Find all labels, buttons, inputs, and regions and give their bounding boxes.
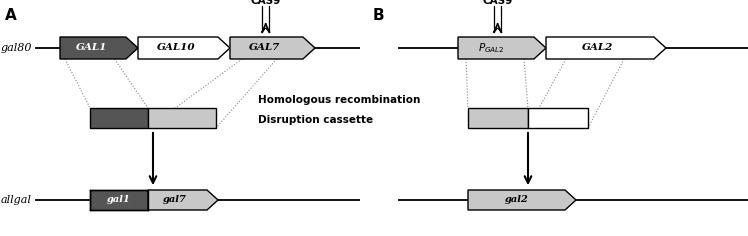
Text: CAS9: CAS9 — [482, 0, 512, 6]
Bar — [148, 108, 216, 128]
Text: GAL10: GAL10 — [157, 43, 196, 52]
Text: GAL2: GAL2 — [582, 43, 613, 52]
Polygon shape — [138, 37, 230, 59]
Text: $\mathit{P}_{GAL2}$: $\mathit{P}_{GAL2}$ — [478, 41, 505, 55]
Text: gal1: gal1 — [107, 195, 131, 205]
Text: Disruption cassette: Disruption cassette — [258, 115, 373, 125]
Text: allgal: allgal — [1, 195, 32, 205]
Text: GAL1: GAL1 — [76, 43, 107, 52]
Text: gal80: gal80 — [1, 43, 32, 53]
Text: gal2: gal2 — [505, 195, 528, 205]
Polygon shape — [148, 190, 218, 210]
Polygon shape — [546, 37, 666, 59]
Polygon shape — [230, 37, 315, 59]
Bar — [90, 108, 148, 128]
Bar — [528, 108, 588, 128]
Bar — [90, 190, 148, 210]
Polygon shape — [468, 190, 576, 210]
Text: A: A — [5, 8, 16, 23]
Polygon shape — [458, 37, 546, 59]
Polygon shape — [60, 37, 138, 59]
Text: GAL7: GAL7 — [249, 43, 280, 52]
Text: CAS9: CAS9 — [251, 0, 280, 6]
Text: B: B — [373, 8, 384, 23]
Bar — [468, 108, 528, 128]
Text: Homologous recombination: Homologous recombination — [258, 95, 420, 105]
Text: gal7: gal7 — [162, 195, 186, 205]
